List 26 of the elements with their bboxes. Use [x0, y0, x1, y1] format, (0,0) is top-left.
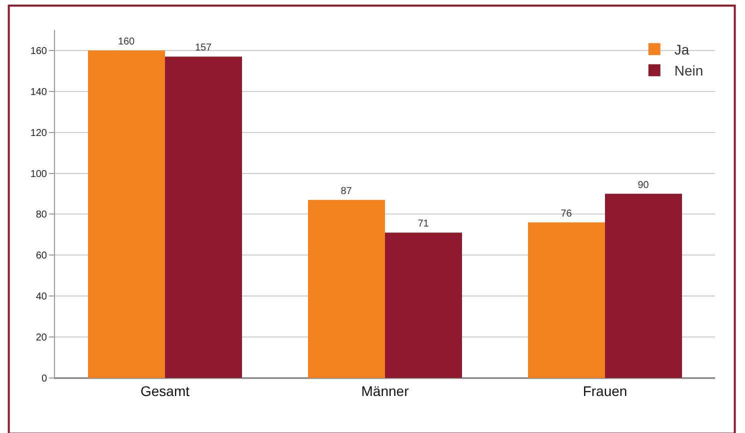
y-tick-label: 140 [30, 86, 48, 98]
bar [528, 222, 605, 378]
bar [308, 200, 385, 378]
data-label: 76 [560, 208, 572, 220]
bar [88, 50, 165, 378]
data-label: 90 [638, 180, 650, 191]
x-tick-label: Männer [361, 382, 410, 399]
data-label: 71 [418, 218, 430, 230]
x-tick-label: Gesamt [140, 382, 190, 399]
legend-label: Ja [674, 42, 690, 58]
x-tick-label: Frauen [582, 382, 628, 399]
data-label: 160 [118, 36, 136, 48]
y-tick-label: 100 [30, 168, 48, 180]
bar [605, 194, 682, 378]
bar [385, 232, 462, 378]
y-tick-label: 40 [36, 292, 48, 303]
bar [165, 56, 242, 378]
y-tick-label: 120 [30, 128, 48, 139]
y-tick-label: 0 [41, 374, 48, 384]
legend-label: Nein [674, 62, 704, 79]
y-tick-label: 20 [36, 332, 48, 344]
data-label: 157 [194, 42, 212, 54]
data-label: 87 [340, 186, 352, 197]
y-tick-label: 160 [30, 46, 48, 57]
y-tick-label: 80 [36, 210, 48, 221]
y-tick-label: 60 [36, 250, 48, 262]
